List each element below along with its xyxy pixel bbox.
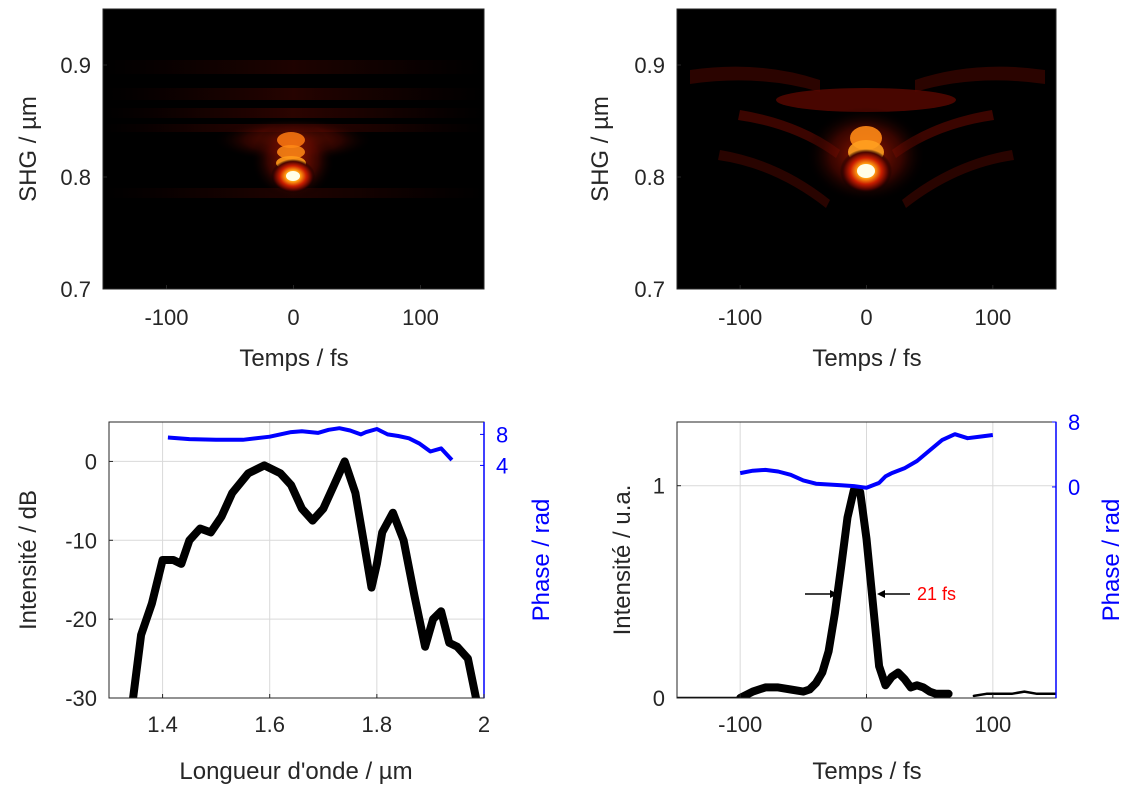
x-tick-label: 1.4 xyxy=(147,712,178,737)
y-tick-label: 0 xyxy=(653,686,665,711)
x-tick-label: 1.6 xyxy=(254,712,285,737)
heatmap-left-image xyxy=(103,60,484,200)
spectrum-ticks: 1.4 1.6 1.8 2 -30 -20 -10 0 4 8 xyxy=(65,422,508,737)
y-tick-label: -10 xyxy=(65,528,97,553)
fwhm-arrowhead-left xyxy=(830,590,838,598)
y-tick-label: 0.7 xyxy=(634,277,665,302)
x-tick-label: 100 xyxy=(974,305,1011,330)
x-tick-label: 0 xyxy=(287,305,299,330)
spectrum-intensity-line xyxy=(129,457,480,698)
heatmap-ticks-1: -100 0 100 0.7 0.8 0.9 xyxy=(634,53,1011,330)
pulse-xlabel: Temps / fs xyxy=(812,758,921,785)
y-tick-label: 0 xyxy=(85,449,97,474)
spectrum-phase-line xyxy=(167,426,454,462)
y-right-tick-label: 8 xyxy=(496,422,508,447)
x-tick-label: 0 xyxy=(860,305,872,330)
y-right-tick-label: 8 xyxy=(1068,410,1080,435)
y-tick-label: 0.9 xyxy=(60,53,91,78)
fwhm-label: 21 fs xyxy=(917,584,956,604)
pulse-ticks: -100 0 100 0 1 0 8 xyxy=(653,410,1081,737)
heatmap-right-xlabel: Temps / fs xyxy=(812,345,921,372)
heatmap-left-ylabel: SHG / µm xyxy=(15,96,42,202)
y-tick-label: -30 xyxy=(65,686,97,711)
x-tick-label: 100 xyxy=(974,712,1011,737)
y-right-tick-label: 0 xyxy=(1068,475,1080,500)
heatmap-right-image xyxy=(690,66,1045,208)
pulse-phase-line xyxy=(739,432,994,490)
heatmap-ticks-0: -100 0 100 0.7 0.8 0.9 xyxy=(60,53,438,330)
spectrum-xlabel: Longueur d'onde / µm xyxy=(179,758,412,785)
fwhm-arrowhead-right xyxy=(877,590,885,598)
x-tick-label: 2 xyxy=(478,712,490,737)
pulse-intensity-segment xyxy=(736,485,953,698)
fwhm-annotation: 21 fs xyxy=(805,584,956,604)
y-right-tick-label: 4 xyxy=(496,453,508,478)
y-tick-label: 0.8 xyxy=(60,165,91,190)
pulse-intensity-line xyxy=(677,485,1056,698)
pulse-ylabel: Intensité / u.a. xyxy=(609,485,636,636)
x-tick-label: -100 xyxy=(718,305,762,330)
x-tick-label: 1.8 xyxy=(362,712,393,737)
y-tick-label: 1 xyxy=(653,474,665,499)
pulse-panel: -100 0 100 0 1 0 8 21 fs xyxy=(653,410,1081,737)
heatmap-panel-right xyxy=(676,8,1057,290)
y-tick-label: -20 xyxy=(65,607,97,632)
pulse-ylabel-right: Phase / rad xyxy=(1098,499,1125,622)
heatmap-right-ylabel: SHG / µm xyxy=(587,96,614,202)
spectrum-panel: 1.4 1.6 1.8 2 -30 -20 -10 0 4 8 xyxy=(65,421,508,737)
x-tick-label: -100 xyxy=(718,712,762,737)
heatmap-panel-left xyxy=(102,8,485,290)
y-tick-label: 0.7 xyxy=(60,277,91,302)
y-tick-label: 0.9 xyxy=(634,53,665,78)
x-tick-label: -100 xyxy=(144,305,188,330)
x-tick-label: 100 xyxy=(402,305,439,330)
pulse-intensity-segment xyxy=(972,690,1056,698)
y-tick-label: 0.8 xyxy=(634,165,665,190)
heatmap-left-xlabel: Temps / fs xyxy=(239,345,348,372)
x-tick-label: 0 xyxy=(860,712,872,737)
spectrum-ylabel: Intensité / dB xyxy=(15,490,42,630)
spectrum-ylabel-right: Phase / rad xyxy=(528,499,555,622)
